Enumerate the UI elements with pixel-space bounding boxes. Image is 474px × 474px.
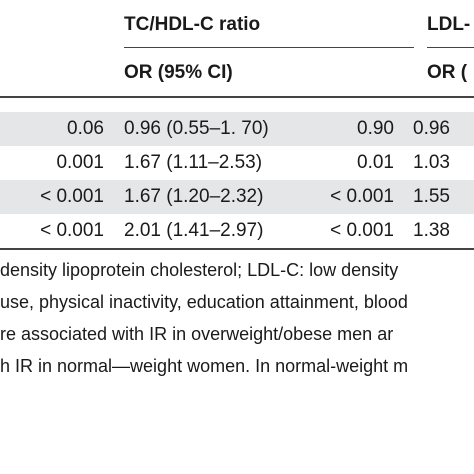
p-value-cell: < 0.001 xyxy=(330,186,394,207)
table-bottom-rule xyxy=(0,248,474,250)
column-group-header-tc-hdl: TC/HDL-C ratio xyxy=(124,14,261,35)
header-bottom-rule xyxy=(0,96,474,98)
table-row: 0.001 1.67 (1.11–2.53) 0.01 1.03 xyxy=(0,146,474,180)
footnote-line: use, physical inactivity, education atta… xyxy=(0,292,408,312)
or-cell: 0.96 xyxy=(413,118,450,139)
column-header-or-ci: OR (95% CI) xyxy=(124,62,233,83)
column-group-header-ldl: LDL- xyxy=(427,14,471,35)
p-value-cell: < 0.001 xyxy=(40,220,104,241)
or-ci-cell: 1.67 (1.11–2.53) xyxy=(124,152,263,173)
p-value-cell: 0.06 xyxy=(67,118,104,139)
p-value-cell: < 0.001 xyxy=(330,220,394,241)
or-ci-cell: 2.01 (1.41–2.97) xyxy=(124,220,264,241)
footnote-line: re associated with IR in overweight/obes… xyxy=(0,324,394,344)
or-cell: 1.55 xyxy=(413,186,450,207)
p-value-cell: 0.01 xyxy=(357,152,394,173)
footnote-line: density lipoprotein cholesterol; LDL-C: … xyxy=(0,260,399,280)
p-value-cell: < 0.001 xyxy=(40,186,104,207)
table-row: < 0.001 1.67 (1.20–2.32) < 0.001 1.55 xyxy=(0,180,474,214)
footnote-line: h IR in normal—weight women. In normal-w… xyxy=(0,356,409,376)
group-underline-1 xyxy=(124,47,414,48)
table-row: 0.06 0.96 (0.55–1. 70) 0.90 0.96 xyxy=(0,112,474,146)
group-underline-2 xyxy=(427,47,474,48)
or-ci-cell: 0.96 (0.55–1. 70) xyxy=(124,118,269,139)
or-ci-cell: 1.67 (1.20–2.32) xyxy=(124,186,264,207)
p-value-cell: 0.90 xyxy=(357,118,394,139)
or-cell: 1.03 xyxy=(413,152,450,173)
column-header-or-ci-2: OR ( xyxy=(427,62,468,83)
table-row: < 0.001 2.01 (1.41–2.97) < 0.001 1.38 xyxy=(0,214,474,248)
or-cell: 1.38 xyxy=(413,220,450,241)
p-value-cell: 0.001 xyxy=(56,152,104,173)
